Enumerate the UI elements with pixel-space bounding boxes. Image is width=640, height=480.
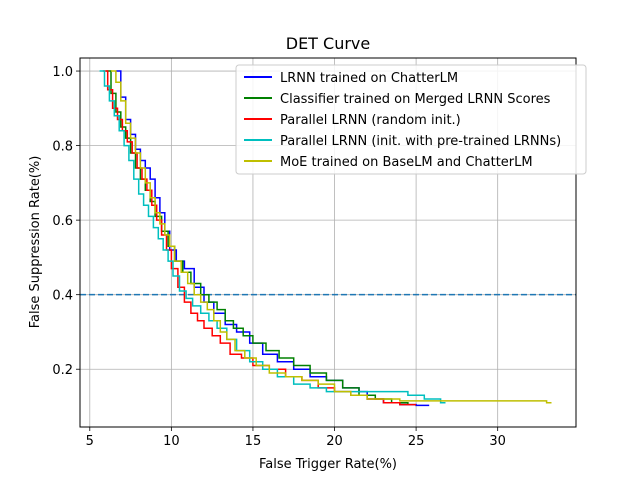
y-axis-label: False Suppression Rate(%) (28, 156, 43, 329)
series-line-5 (111, 70, 552, 404)
y-tick-label: 0.2 (52, 363, 73, 378)
legend-box (235, 64, 587, 175)
legend-label-3: Parallel LRNN (random init.) (280, 113, 461, 128)
series-group (99, 70, 552, 407)
x-tick-label: 10 (163, 434, 180, 449)
legend: LRNN trained on ChatterLM Classifier trai… (235, 64, 587, 175)
x-tick-label: 25 (408, 434, 425, 449)
series-line-4 (99, 70, 446, 404)
y-tick-label: 0.4 (52, 289, 73, 304)
x-tick-label: 15 (245, 434, 262, 449)
y-tick-label: 1.0 (52, 65, 73, 80)
x-tick-label: 30 (489, 434, 506, 449)
x-tick-label: 5 (86, 434, 94, 449)
legend-label-2: Classifier trained on Merged LRNN Scores (280, 92, 551, 107)
legend-label-1: LRNN trained on ChatterLM (280, 71, 458, 86)
x-tick-label: 20 (326, 434, 343, 449)
series-line-3 (102, 70, 417, 406)
ticks: 5 10 15 20 25 30 0.2 0.4 0.6 0.8 1.0 (52, 65, 506, 449)
plot-area-frame (79, 57, 577, 428)
x-axis-label: False Trigger Rate(%) (259, 457, 397, 472)
y-tick-label: 0.8 (52, 140, 73, 155)
chart-title: DET Curve (286, 34, 371, 53)
legend-label-5: MoE trained on BaseLM and ChatterLM (280, 155, 533, 170)
legend-label-4: Parallel LRNN (init. with pre-trained LR… (280, 134, 561, 149)
y-tick-label: 0.6 (52, 214, 73, 229)
